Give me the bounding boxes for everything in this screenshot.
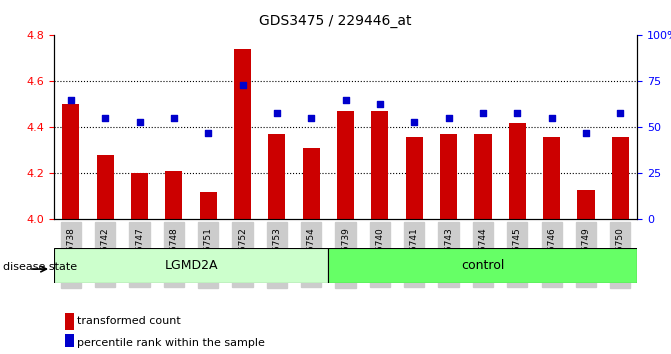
Bar (577, 190, 595, 219)
Bar (200, 192, 217, 219)
Point (306, 115, 317, 121)
Point (615, 110, 625, 115)
Point (168, 115, 179, 121)
Point (546, 115, 557, 121)
Text: disease state: disease state (3, 262, 77, 272)
Bar (65, 313, 74, 330)
Point (237, 82, 248, 88)
Point (272, 110, 282, 115)
Point (374, 101, 385, 106)
Point (444, 115, 454, 121)
Bar (509, 123, 526, 219)
Bar (612, 137, 629, 219)
Text: transformed count: transformed count (77, 316, 180, 326)
Bar (337, 112, 354, 219)
Bar (97, 155, 114, 219)
Text: percentile rank within the sample: percentile rank within the sample (77, 338, 265, 348)
FancyBboxPatch shape (328, 248, 637, 283)
Bar (440, 134, 457, 219)
Point (134, 119, 145, 125)
Bar (406, 137, 423, 219)
Point (340, 97, 351, 103)
Bar (62, 104, 79, 219)
Bar (474, 134, 491, 219)
Bar (131, 173, 148, 219)
Point (203, 130, 213, 136)
Bar (371, 112, 389, 219)
Bar (65, 334, 74, 351)
Point (66, 97, 76, 103)
FancyBboxPatch shape (54, 248, 328, 283)
Point (409, 119, 419, 125)
Bar (268, 134, 285, 219)
Bar (165, 171, 183, 219)
Point (478, 110, 488, 115)
Bar (303, 148, 320, 219)
Point (512, 110, 523, 115)
Point (580, 130, 591, 136)
Text: GDS3475 / 229446_at: GDS3475 / 229446_at (259, 14, 412, 28)
Bar (543, 137, 560, 219)
Point (100, 115, 111, 121)
Text: control: control (461, 259, 505, 272)
Text: LGMD2A: LGMD2A (164, 259, 218, 272)
Bar (234, 49, 251, 219)
